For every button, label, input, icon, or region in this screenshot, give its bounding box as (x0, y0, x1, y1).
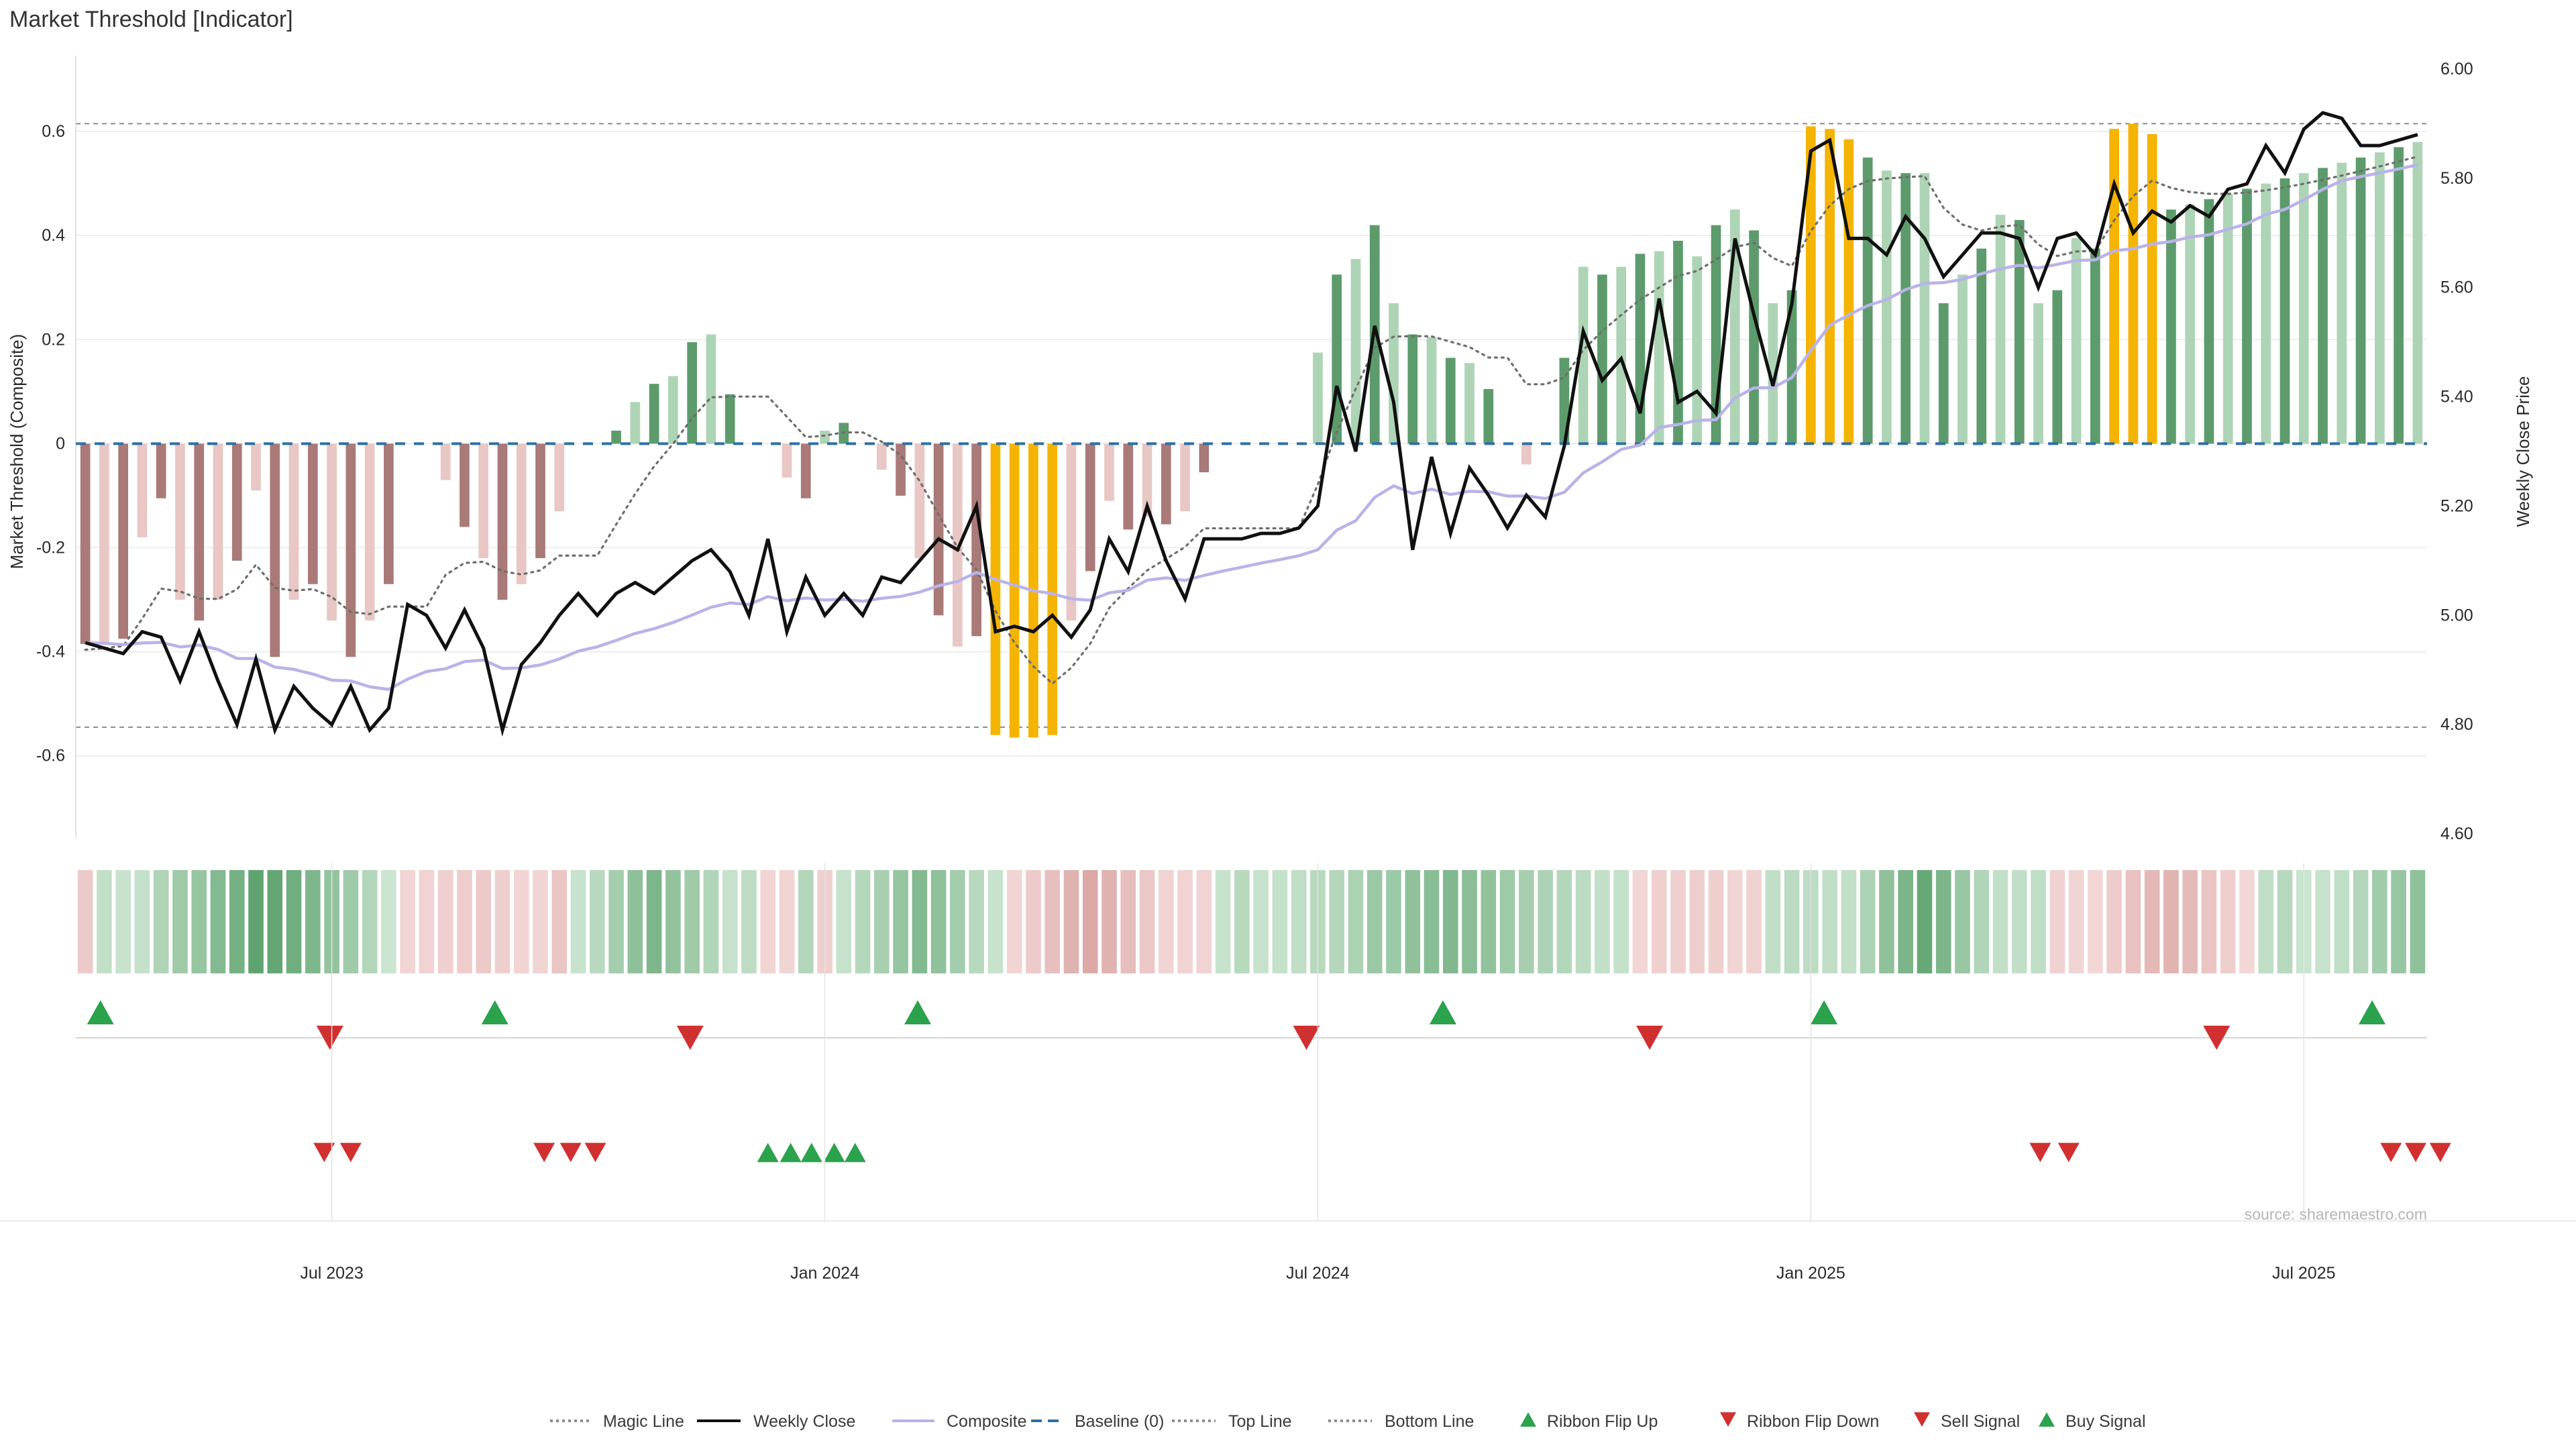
svg-text:5.40: 5.40 (2440, 388, 2473, 407)
svg-text:-0.6: -0.6 (36, 747, 65, 765)
svg-text:4.60: 4.60 (2440, 824, 2473, 843)
svg-text:5.00: 5.00 (2440, 606, 2473, 625)
svg-text:Jul 2025: Jul 2025 (2272, 1264, 2336, 1283)
svg-text:0.6: 0.6 (42, 122, 65, 141)
svg-text:Buy Signal: Buy Signal (2065, 1412, 2146, 1431)
svg-text:Market Threshold (Composite): Market Threshold (Composite) (7, 334, 27, 570)
svg-text:5.80: 5.80 (2440, 169, 2473, 188)
svg-text:Weekly Close: Weekly Close (753, 1412, 855, 1431)
svg-text:Ribbon Flip Down: Ribbon Flip Down (1747, 1412, 1879, 1431)
svg-text:Ribbon Flip Up: Ribbon Flip Up (1547, 1412, 1658, 1431)
svg-text:Jul 2024: Jul 2024 (1286, 1264, 1350, 1283)
svg-text:Top Line: Top Line (1228, 1412, 1292, 1431)
svg-text:Bottom Line: Bottom Line (1385, 1412, 1474, 1431)
svg-text:source: sharemaestro.com: source: sharemaestro.com (2245, 1205, 2427, 1223)
svg-text:Composite: Composite (947, 1412, 1027, 1431)
svg-text:-0.2: -0.2 (36, 538, 65, 557)
svg-text:6.00: 6.00 (2440, 60, 2473, 78)
svg-text:0: 0 (56, 434, 65, 453)
svg-text:Magic Line: Magic Line (603, 1412, 684, 1431)
svg-text:Weekly Close Price: Weekly Close Price (2513, 376, 2533, 527)
svg-text:Jul 2023: Jul 2023 (300, 1264, 364, 1283)
svg-text:5.60: 5.60 (2440, 278, 2473, 297)
svg-text:-0.4: -0.4 (36, 643, 65, 661)
svg-text:5.20: 5.20 (2440, 496, 2473, 515)
svg-text:Jan 2024: Jan 2024 (790, 1264, 859, 1283)
svg-text:0.4: 0.4 (42, 226, 65, 245)
svg-text:4.80: 4.80 (2440, 715, 2473, 734)
svg-text:Baseline (0): Baseline (0) (1075, 1412, 1164, 1431)
svg-text:Sell Signal: Sell Signal (1941, 1412, 2020, 1431)
svg-text:Jan 2025: Jan 2025 (1776, 1264, 1845, 1283)
svg-text:0.2: 0.2 (42, 330, 65, 349)
